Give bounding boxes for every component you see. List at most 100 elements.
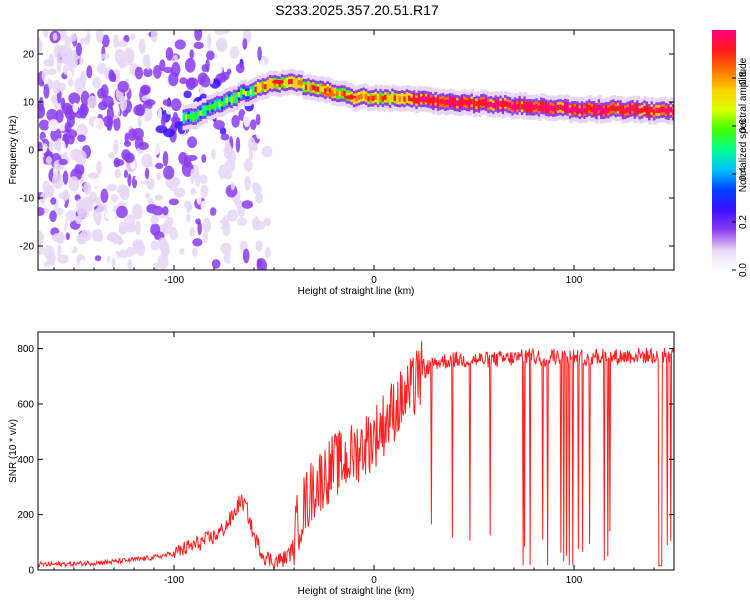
heatmap-cell — [65, 209, 77, 222]
heatmap-cell — [242, 38, 248, 50]
heatmap-cell — [398, 96, 403, 102]
heatmap-cell — [518, 101, 523, 107]
heatmap-cell — [508, 102, 513, 108]
heatmap-cell — [626, 107, 631, 113]
heatmap-cell — [595, 108, 600, 114]
heatmap-cell — [190, 188, 197, 195]
colorbar-tick-label: 0.4 — [738, 167, 749, 181]
heatmap-cell — [202, 218, 211, 233]
heatmap-cell — [475, 101, 480, 107]
snr-y-tick-label: 400 — [17, 455, 34, 466]
heatmap-cell — [218, 101, 223, 108]
heatmap-cell — [571, 106, 576, 112]
heatmap-cell — [165, 47, 174, 61]
heatmap-cell — [652, 109, 657, 115]
heatmap-cell — [146, 250, 155, 258]
heatmap-cell — [38, 141, 43, 152]
heatmap-cell — [62, 58, 74, 65]
heatmap-cell — [48, 53, 55, 68]
heatmap-cell — [106, 234, 119, 242]
heatmap-cell — [223, 99, 228, 105]
heatmap-cell — [98, 233, 103, 243]
heatmap-cell — [559, 104, 564, 110]
heatmap-cell — [364, 94, 369, 100]
heatmap-cell — [38, 103, 46, 119]
heatmap-cell — [283, 80, 288, 86]
heatmap-cell — [102, 95, 114, 108]
heatmap-cell — [163, 128, 175, 138]
heatmap-cell — [478, 101, 490, 106]
heatmap-cell — [520, 104, 525, 110]
heatmap-cell — [604, 107, 609, 113]
heatmap-cell — [393, 95, 398, 101]
heatmap-cell — [201, 64, 209, 73]
heatmap-cell — [132, 203, 143, 220]
heatmap-cell — [271, 81, 276, 87]
snr-y-tick-label: 200 — [17, 510, 34, 521]
heatmap-cell — [66, 70, 73, 78]
heatmap-cell — [547, 105, 552, 112]
heatmap-cell — [118, 249, 129, 259]
heatmap-cell — [324, 88, 329, 94]
heatmap-cell — [228, 96, 233, 102]
heatmap-cell — [183, 155, 192, 168]
heatmap-cell — [80, 103, 85, 112]
heatmap-cell — [87, 95, 98, 109]
chart-title: S233.2025.357.20.51.R17 — [275, 2, 439, 18]
heatmap-cell — [608, 106, 620, 111]
heatmap-cell — [255, 113, 261, 126]
heatmap-cell — [189, 49, 194, 60]
heatmap-cell — [297, 79, 302, 86]
heatmap-cell — [244, 213, 256, 221]
heatmap-cell — [94, 255, 102, 262]
heatmap-cell — [344, 95, 356, 100]
heatmap-cell — [580, 106, 585, 113]
heatmap-cell — [92, 76, 101, 89]
heatmap-cell — [64, 35, 71, 50]
heatmap-cell — [134, 174, 147, 182]
heatmap-cell — [379, 94, 384, 100]
snr-x-tick-label: -100 — [164, 575, 184, 586]
heatmap-cell — [79, 57, 84, 66]
heatmap-cell — [67, 47, 73, 61]
heatmap-cell — [184, 57, 196, 73]
heatmap-cell — [633, 107, 638, 114]
heatmap-cell — [244, 176, 251, 191]
heatmap-cell — [153, 262, 159, 270]
heatmap-cell — [213, 119, 225, 130]
heatmap-cell — [240, 90, 245, 96]
heatmap-cell — [278, 81, 283, 88]
heatmap-cell — [243, 158, 253, 172]
heatmap-cell — [328, 88, 333, 94]
heatmap-cell — [621, 108, 626, 114]
heatmap-cell — [314, 86, 319, 92]
heatmap-cell — [254, 86, 259, 93]
heatmap-cell — [119, 58, 124, 69]
heatmap-cell — [424, 99, 436, 104]
heatmap-y-tick-label: -10 — [20, 194, 35, 205]
heatmap-cell — [96, 62, 107, 75]
heatmap-cell — [554, 105, 559, 111]
heatmap-cell — [47, 68, 57, 75]
heatmap-cell — [489, 101, 494, 107]
heatmap-cell — [224, 170, 232, 180]
heatmap-cell — [70, 148, 82, 161]
heatmap-cell — [583, 108, 588, 114]
heatmap-cell — [153, 64, 162, 79]
heatmap-cell — [79, 259, 87, 270]
heatmap-cell — [362, 93, 367, 99]
heatmap-cell — [38, 119, 50, 131]
heatmap-cell — [114, 159, 125, 167]
heatmap-cell — [62, 189, 69, 201]
heatmap-cell — [263, 217, 271, 227]
heatmap-cell — [436, 100, 441, 106]
heatmap-cell — [664, 108, 669, 114]
heatmap-cell — [530, 104, 535, 111]
heatmap-cell — [200, 184, 209, 198]
heatmap-cell — [384, 94, 389, 100]
heatmap-cell — [227, 149, 236, 165]
heatmap-cell — [191, 247, 198, 257]
heatmap-cell — [451, 99, 456, 105]
heatmap-cell — [369, 95, 374, 102]
heatmap-cell — [211, 104, 216, 110]
